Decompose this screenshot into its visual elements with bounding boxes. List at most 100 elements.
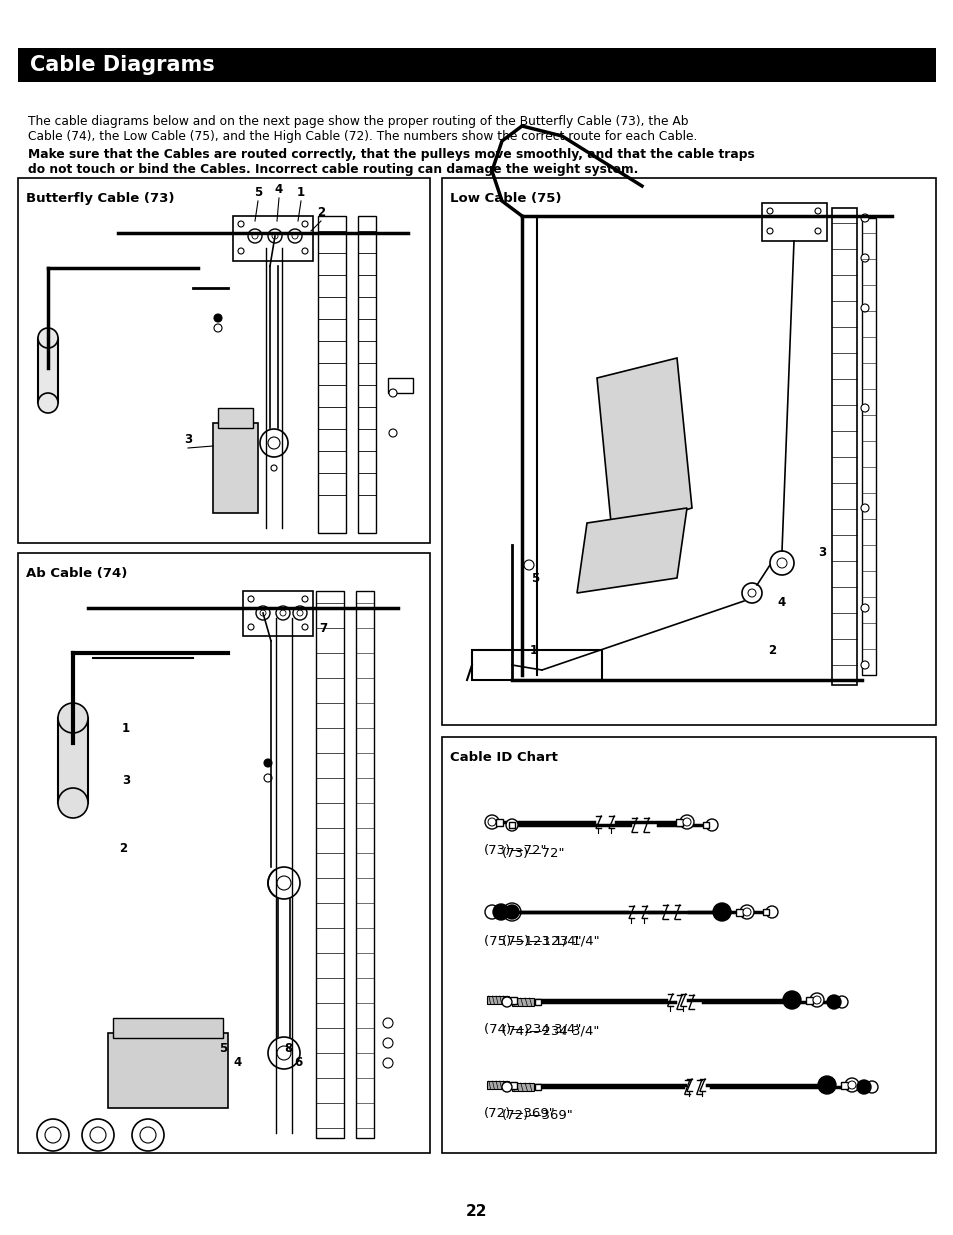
Bar (18, 178, 430, 543)
Circle shape (861, 254, 868, 262)
Circle shape (389, 389, 396, 396)
Circle shape (268, 437, 280, 450)
Text: Butterfly Cable (73): Butterfly Cable (73) (26, 191, 174, 205)
Circle shape (861, 404, 868, 412)
Circle shape (504, 905, 518, 919)
Circle shape (679, 815, 693, 829)
Text: 4: 4 (274, 183, 283, 196)
Text: Cable (74), the Low Cable (75), and the High Cable (72). The numbers show the co: Cable (74), the Low Cable (75), and the … (28, 130, 697, 143)
Circle shape (288, 228, 302, 243)
Bar (805, 997, 812, 1004)
Text: (75)—123 1/4": (75)—123 1/4" (501, 934, 599, 947)
Bar (702, 823, 708, 827)
Bar (735, 909, 742, 915)
Text: 3: 3 (122, 774, 130, 788)
Text: 6: 6 (294, 1056, 302, 1070)
Bar (862, 219, 875, 676)
Circle shape (765, 906, 778, 918)
Circle shape (37, 1119, 69, 1151)
Circle shape (861, 504, 868, 513)
Circle shape (264, 774, 272, 782)
Circle shape (861, 604, 868, 613)
Circle shape (58, 788, 88, 818)
Text: 8: 8 (284, 1041, 292, 1055)
Bar (496, 819, 502, 825)
Circle shape (861, 304, 868, 312)
Bar (535, 999, 540, 1005)
Polygon shape (597, 358, 691, 534)
Bar (58, 718, 88, 803)
Polygon shape (577, 508, 686, 593)
Circle shape (140, 1128, 156, 1144)
Circle shape (268, 1037, 299, 1070)
Circle shape (812, 995, 821, 1004)
Circle shape (272, 233, 277, 240)
Circle shape (260, 610, 266, 616)
Bar (38, 338, 58, 403)
Text: 7: 7 (318, 621, 327, 635)
Circle shape (814, 228, 821, 233)
Bar (18, 553, 430, 1153)
Text: Cable Diagrams: Cable Diagrams (30, 56, 214, 75)
Circle shape (809, 993, 823, 1007)
Circle shape (302, 624, 308, 630)
Text: 4: 4 (233, 1056, 242, 1070)
Circle shape (382, 1037, 393, 1049)
Bar (761, 203, 826, 241)
Circle shape (248, 597, 253, 601)
Circle shape (132, 1119, 164, 1151)
Circle shape (252, 233, 257, 240)
Circle shape (302, 248, 308, 254)
Bar (112, 1018, 223, 1037)
Circle shape (237, 248, 244, 254)
Circle shape (814, 207, 821, 214)
Circle shape (741, 583, 761, 603)
Circle shape (766, 207, 772, 214)
Text: 3: 3 (817, 547, 825, 559)
Circle shape (488, 818, 496, 826)
Text: 22: 22 (466, 1204, 487, 1219)
Circle shape (45, 1128, 61, 1144)
Text: Ab Cable (74): Ab Cable (74) (26, 567, 128, 580)
Circle shape (237, 221, 244, 227)
Text: 2: 2 (316, 206, 325, 219)
Circle shape (740, 905, 753, 919)
Circle shape (847, 1081, 855, 1089)
Text: 5: 5 (218, 1041, 227, 1055)
Text: 2: 2 (767, 643, 775, 657)
Circle shape (747, 589, 755, 597)
Circle shape (844, 1078, 858, 1092)
Text: (73)—72": (73)—72" (483, 844, 547, 857)
Text: 1: 1 (122, 721, 130, 735)
Circle shape (296, 610, 303, 616)
Circle shape (861, 661, 868, 669)
Circle shape (865, 1081, 877, 1093)
Circle shape (523, 559, 534, 571)
Circle shape (382, 1058, 393, 1068)
Bar (486, 995, 509, 1004)
Circle shape (776, 558, 786, 568)
Circle shape (505, 906, 517, 918)
Bar (472, 650, 601, 680)
Bar (233, 216, 313, 261)
Circle shape (264, 760, 272, 767)
Circle shape (501, 997, 512, 1007)
Text: (74)—234 3/4": (74)—234 3/4" (501, 1024, 598, 1037)
Circle shape (705, 819, 718, 831)
Circle shape (268, 228, 282, 243)
Circle shape (276, 1046, 291, 1060)
Circle shape (505, 819, 517, 831)
Bar (486, 1081, 509, 1089)
Circle shape (302, 221, 308, 227)
Bar (355, 592, 374, 1137)
Text: do not touch or bind the Cables. Incorrect cable routing can damage the weight s: do not touch or bind the Cables. Incorre… (28, 163, 638, 177)
Circle shape (501, 1082, 512, 1092)
Circle shape (742, 908, 750, 916)
Bar (841, 1082, 847, 1088)
Text: Cable ID Chart: Cable ID Chart (450, 751, 558, 764)
Text: (72)—369": (72)—369" (501, 1109, 573, 1123)
Circle shape (835, 995, 847, 1008)
Circle shape (271, 466, 276, 471)
Circle shape (782, 990, 801, 1009)
Text: Low Cable (75): Low Cable (75) (450, 191, 561, 205)
